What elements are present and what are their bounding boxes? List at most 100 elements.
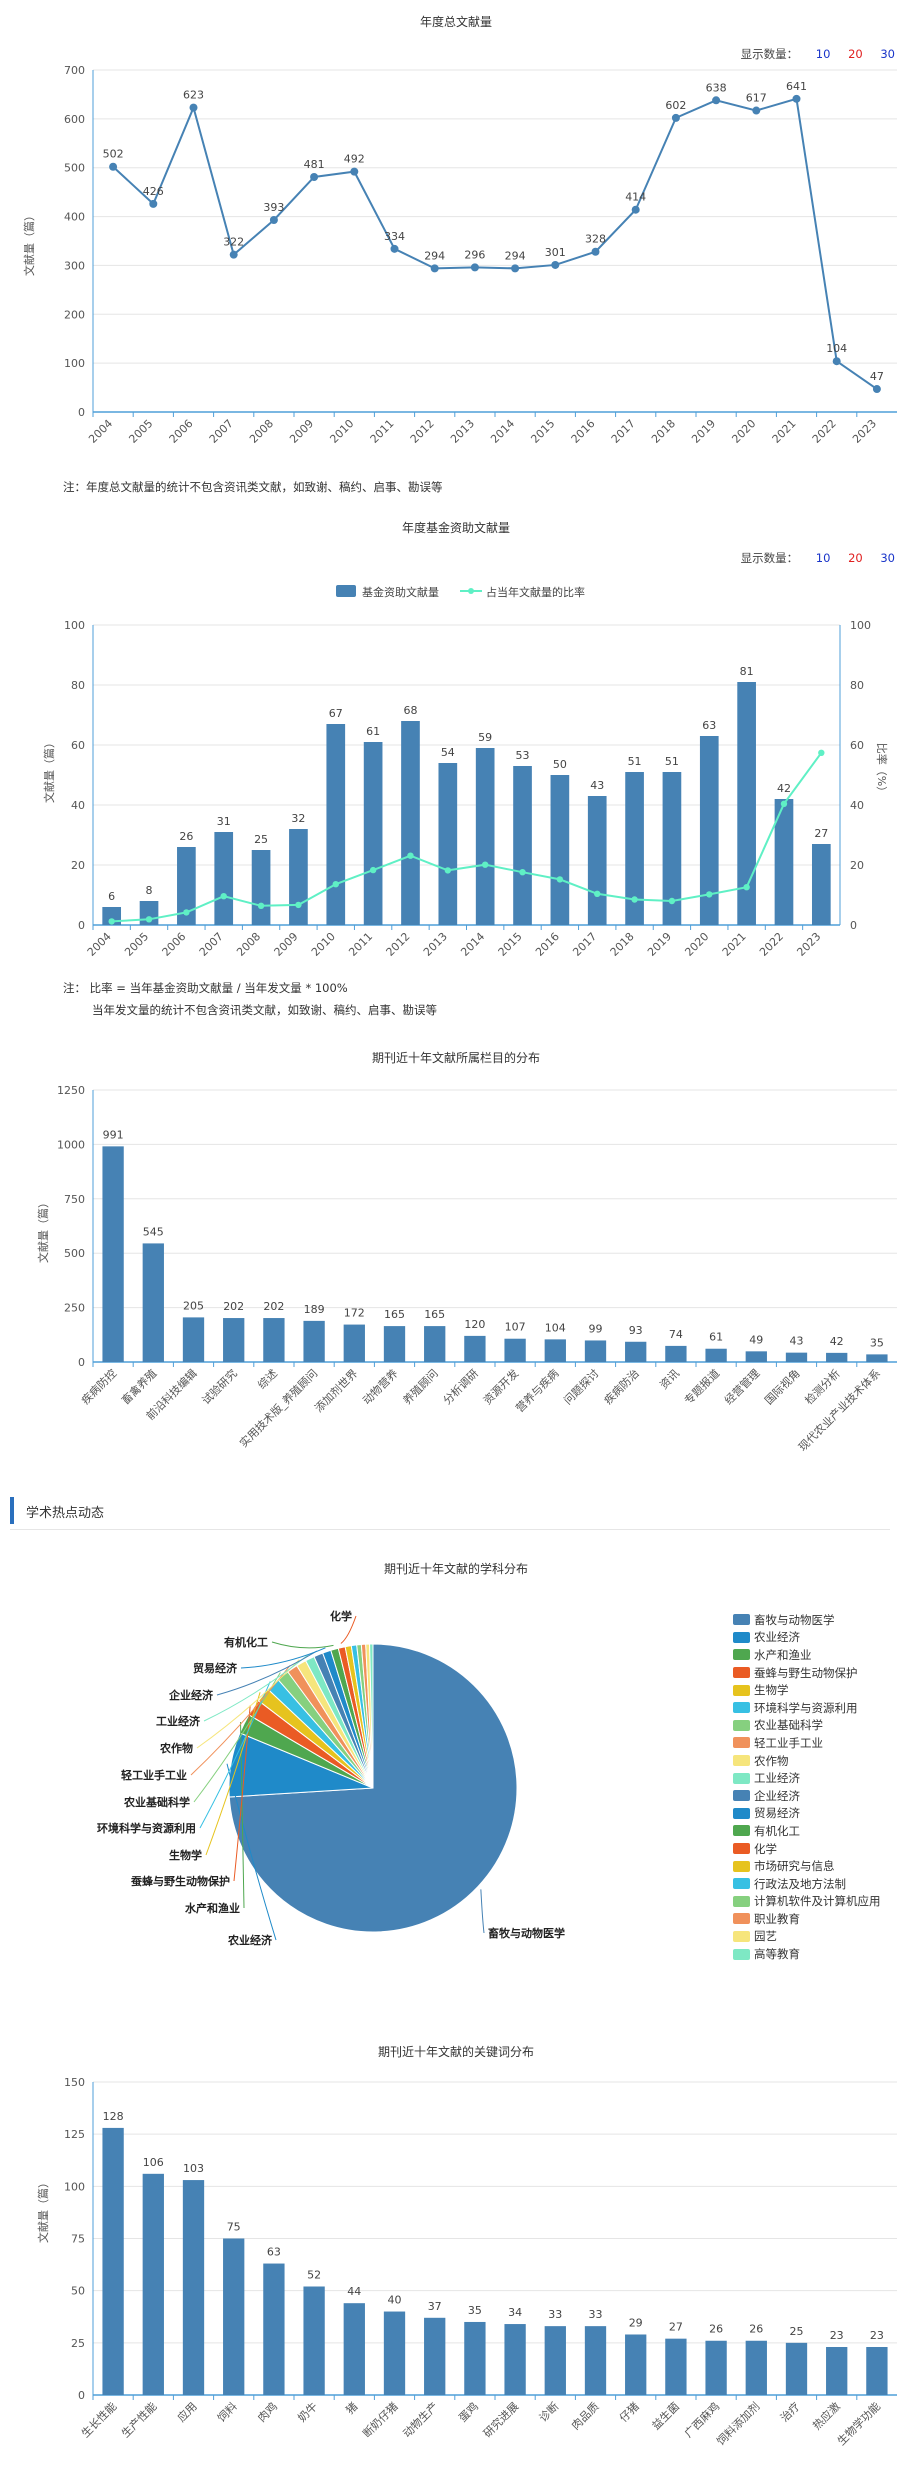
column-bar bbox=[182, 1317, 205, 1362]
keyword-bar bbox=[182, 2180, 205, 2395]
subject-slice-label: 环境科学与资源利用 bbox=[97, 1821, 196, 1835]
subject-legend-swatch bbox=[733, 1649, 750, 1661]
subject-chart-title: 期刊近十年文献的学科分布 bbox=[384, 1561, 528, 1576]
column-bar bbox=[263, 1318, 285, 1362]
fund-bar-label: 61 bbox=[366, 725, 380, 738]
fund-bar bbox=[438, 763, 458, 925]
total-data-label: 638 bbox=[706, 81, 727, 94]
fund-bar-label: 63 bbox=[702, 719, 716, 732]
subject-legend-swatch bbox=[733, 1702, 750, 1714]
fund-bar bbox=[513, 766, 532, 925]
count-option-20[interactable]: 20 bbox=[848, 551, 863, 565]
subject-legend-item[interactable]: 计算机软件及计算机应用 bbox=[733, 1893, 881, 1911]
fund-bar-label: 32 bbox=[291, 812, 305, 825]
count-option-30[interactable]: 30 bbox=[880, 551, 895, 565]
keyword-x-tick-label: 奶牛 bbox=[295, 2399, 320, 2424]
fund-y-tick: 20 bbox=[71, 859, 85, 872]
total-data-label: 104 bbox=[826, 342, 847, 355]
column-bar-label: 189 bbox=[304, 1303, 325, 1316]
subject-legend-item[interactable]: 职业教育 bbox=[733, 1910, 881, 1928]
column-bar bbox=[745, 1351, 767, 1362]
keyword-y-tick: 25 bbox=[71, 2337, 85, 2350]
column-bar bbox=[866, 1354, 888, 1362]
subject-legend-swatch bbox=[733, 1772, 750, 1784]
subject-legend-item[interactable]: 轻工业手工业 bbox=[733, 1734, 881, 1752]
keyword-bar-label: 33 bbox=[589, 2308, 603, 2321]
column-bar-label: 120 bbox=[464, 1318, 485, 1331]
column-bar-label: 172 bbox=[344, 1307, 365, 1320]
subject-legend-item[interactable]: 市场研究与信息 bbox=[733, 1857, 881, 1875]
keyword-x-tick-label: 诊断 bbox=[536, 2399, 561, 2424]
fund-ratio-point bbox=[706, 891, 713, 898]
subject-legend-item[interactable]: 有机化工 bbox=[733, 1822, 881, 1840]
keyword-bar-label: 52 bbox=[307, 2268, 321, 2281]
count-option-20[interactable]: 20 bbox=[848, 47, 863, 61]
subject-legend-item[interactable]: 生物学 bbox=[733, 1681, 881, 1699]
total-chart: 年度总文献量 文献量（篇） 01002003004005006007002004… bbox=[22, 14, 897, 446]
subject-legend-item[interactable]: 化学 bbox=[733, 1840, 881, 1858]
keyword-bar-label: 23 bbox=[870, 2329, 884, 2342]
subject-legend-item[interactable]: 畜牧与动物医学 bbox=[733, 1611, 881, 1629]
subject-legend: 畜牧与动物医学农业经济 水产和渔业蚕蜂与野生动物保护 生物学 环境科学与资源利用 农业基… bbox=[733, 1611, 881, 1963]
count-option-10[interactable]: 10 bbox=[815, 551, 831, 565]
total-data-point bbox=[591, 247, 600, 256]
count-option-30[interactable]: 30 bbox=[880, 47, 895, 61]
subject-legend-item[interactable]: 农业基础科学 bbox=[733, 1717, 881, 1735]
subject-legend-label: 畜牧与动物医学 bbox=[754, 1612, 835, 1627]
total-data-label: 492 bbox=[344, 153, 365, 166]
subject-legend-label: 化学 bbox=[754, 1841, 777, 1856]
total-data-point bbox=[229, 250, 238, 259]
fund-bar-label: 8 bbox=[146, 884, 153, 897]
fund-ratio-point bbox=[519, 869, 526, 876]
fund-bar-label: 50 bbox=[553, 758, 567, 771]
fund-ratio-point bbox=[295, 901, 302, 909]
subject-slice-label: 企业经济 bbox=[168, 1688, 214, 1702]
total-data-label: 414 bbox=[625, 191, 646, 204]
total-y-tick: 0 bbox=[78, 406, 85, 419]
subject-legend-item[interactable]: 企业经济 bbox=[733, 1787, 881, 1805]
column-bar-label: 205 bbox=[183, 1299, 204, 1312]
count-option-10[interactable]: 10 bbox=[815, 47, 831, 61]
subject-legend-label: 高等教育 bbox=[754, 1947, 800, 1962]
column-bar bbox=[464, 1335, 486, 1362]
keyword-y-tick: 125 bbox=[64, 2128, 85, 2141]
subject-legend-item[interactable]: 行政法及地方法制 bbox=[733, 1875, 881, 1893]
fund-ratio-point bbox=[183, 909, 190, 916]
column-bar-label: 35 bbox=[870, 1336, 884, 1349]
total-data-label: 617 bbox=[746, 92, 767, 105]
fund-chart-title: 年度基金资助文献量 bbox=[402, 520, 510, 535]
subject-legend-swatch bbox=[733, 1948, 750, 1960]
subject-legend-item[interactable]: 水产和渔业 bbox=[733, 1646, 881, 1664]
keyword-bar bbox=[343, 2303, 365, 2395]
subject-leader-line bbox=[240, 1647, 326, 1669]
keyword-bar-label: 44 bbox=[347, 2285, 361, 2298]
keyword-bar bbox=[303, 2286, 325, 2395]
subject-legend-swatch bbox=[733, 1631, 750, 1643]
keyword-y-tick: 50 bbox=[71, 2285, 85, 2298]
subject-legend-item[interactable]: 蚕蜂与野生动物保护 bbox=[733, 1664, 881, 1682]
keyword-bar-label: 33 bbox=[548, 2308, 562, 2321]
subject-legend-item[interactable]: 贸易经济 bbox=[733, 1805, 881, 1823]
subject-legend-item[interactable]: 高等教育 bbox=[733, 1945, 881, 1963]
fund-y-tick: 60 bbox=[71, 739, 85, 752]
total-data-label: 47 bbox=[870, 370, 884, 383]
subject-legend-item[interactable]: 农作物 bbox=[733, 1752, 881, 1770]
subject-legend-item[interactable]: 工业经济 bbox=[733, 1769, 881, 1787]
column-bar-label: 49 bbox=[749, 1333, 763, 1346]
column-bar bbox=[142, 1243, 164, 1362]
fund-bar-label: 53 bbox=[516, 749, 530, 762]
keyword-bar bbox=[263, 2263, 285, 2395]
keyword-x-tick-label: 饲料 bbox=[214, 2399, 239, 2424]
subject-slice-label: 化学 bbox=[330, 1609, 352, 1623]
total-data-label: 502 bbox=[103, 148, 124, 161]
subject-legend-item[interactable]: 农业经济 bbox=[733, 1629, 881, 1647]
total-y-tick: 700 bbox=[64, 64, 85, 77]
keyword-bar-label: 106 bbox=[143, 2156, 164, 2169]
subject-legend-swatch bbox=[733, 1719, 750, 1731]
subject-legend-item[interactable]: 园艺 bbox=[733, 1928, 881, 1946]
subject-legend-label: 水产和渔业 bbox=[754, 1647, 812, 1662]
subject-legend-item[interactable]: 环境科学与资源利用 bbox=[733, 1699, 881, 1717]
keyword-bar-label: 29 bbox=[629, 2316, 643, 2329]
